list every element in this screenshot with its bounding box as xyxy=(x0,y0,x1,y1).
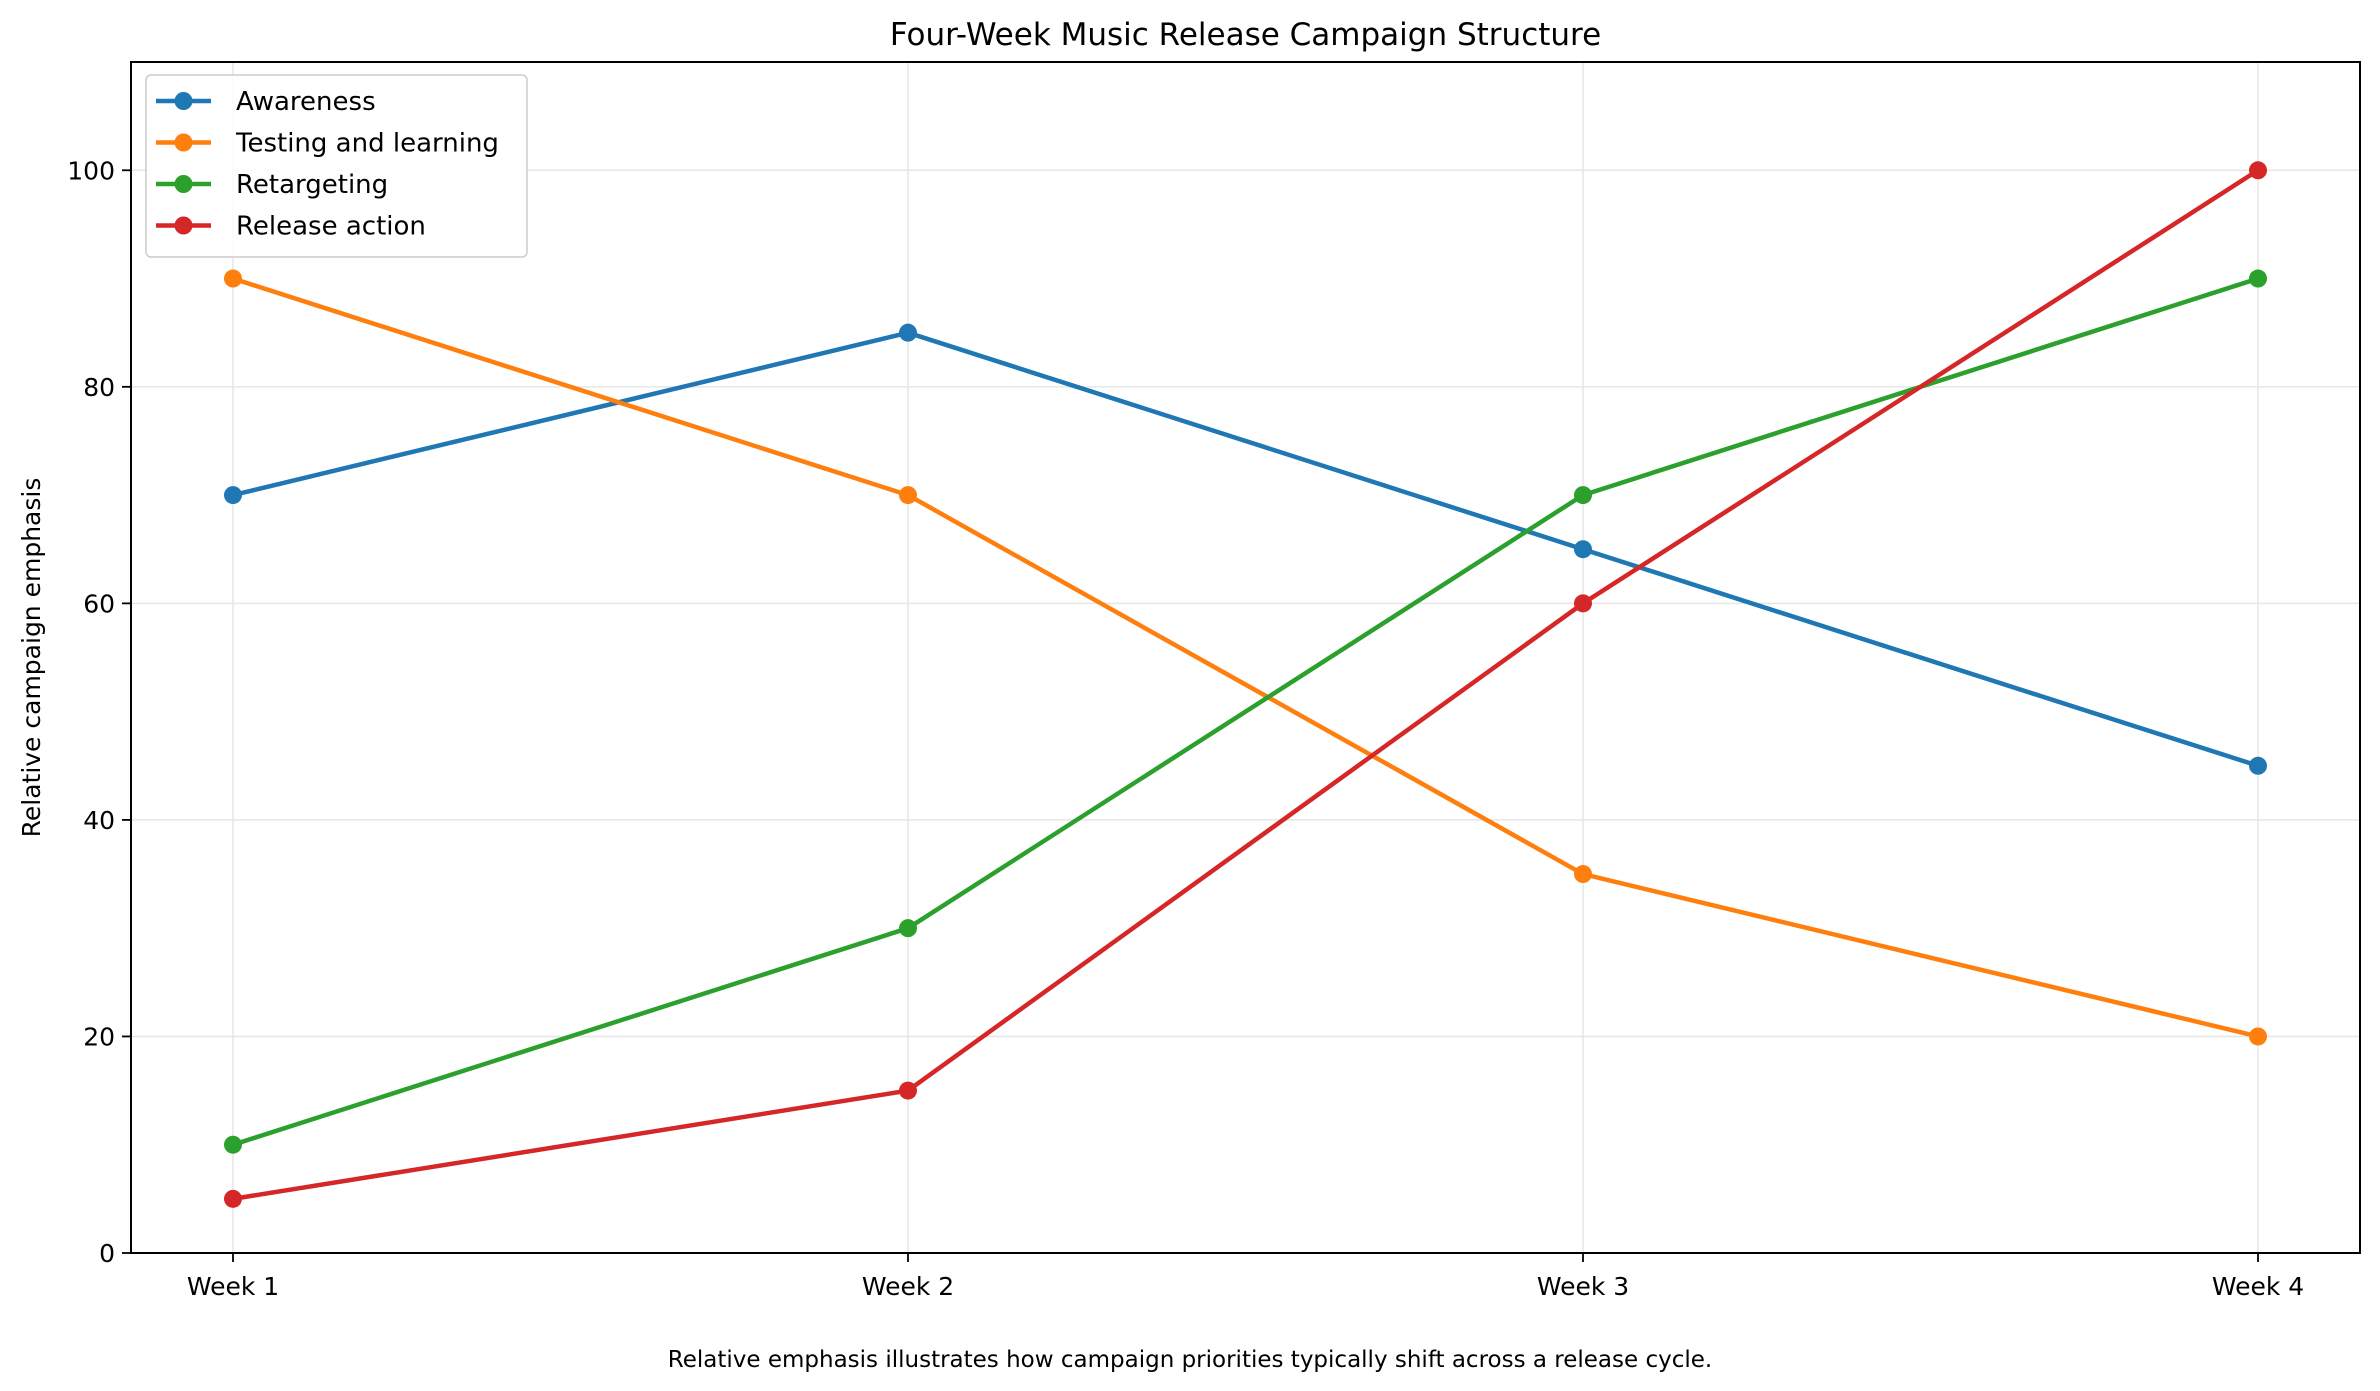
series-line-1 xyxy=(232,276,2259,1039)
y-tick-label-0: 0 xyxy=(99,1239,115,1268)
series-2 xyxy=(224,269,2267,1154)
y-axis: 0 20 40 60 80 100 xyxy=(67,156,131,1268)
legend-swatch-marker-1 xyxy=(174,133,193,152)
data-point-0-2 xyxy=(1574,540,1592,559)
legend-label-3: Release action xyxy=(236,212,426,242)
data-point-3-1 xyxy=(899,1081,917,1100)
chart-caption: Relative emphasis illustrates how campai… xyxy=(668,1347,1712,1373)
legend-entry-2: Retargeting xyxy=(156,170,388,200)
data-point-3-2 xyxy=(1574,594,1592,613)
legend-entry-0: Awareness xyxy=(156,87,376,117)
x-tick-label-2: Week 3 xyxy=(1537,1272,1629,1301)
legend-swatch-marker-0 xyxy=(174,92,193,110)
y-tick-label-4: 80 xyxy=(83,373,115,402)
data-point-3-3 xyxy=(2249,161,2267,180)
legend-entry-1: Testing and learning xyxy=(156,129,499,159)
data-point-0-3 xyxy=(2249,756,2267,775)
series-0 xyxy=(224,323,2267,775)
series-line-2 xyxy=(232,276,2259,1147)
legend-swatch-marker-2 xyxy=(174,175,193,193)
series-line-3 xyxy=(232,168,2260,1202)
x-tick-label-1: Week 2 xyxy=(862,1272,954,1301)
legend-label-1: Testing and learning xyxy=(235,129,499,159)
data-point-0-0 xyxy=(224,486,242,505)
data-point-1-1 xyxy=(899,486,917,505)
series-line-0 xyxy=(232,330,2259,768)
legend-entry-3: Release action xyxy=(156,212,426,242)
series-lines xyxy=(224,161,2267,1208)
data-point-2-3 xyxy=(2249,269,2267,288)
y-tick-label-2: 40 xyxy=(83,806,115,835)
legend-label-0: Awareness xyxy=(236,87,376,117)
data-point-3-0 xyxy=(224,1189,242,1208)
x-tick-label-0: Week 1 xyxy=(187,1272,279,1301)
data-point-1-2 xyxy=(1574,865,1592,884)
data-point-1-0 xyxy=(224,269,242,288)
data-point-1-3 xyxy=(2249,1027,2267,1046)
data-point-2-0 xyxy=(224,1135,242,1154)
chart-title: Four-Week Music Release Campaign Structu… xyxy=(890,17,1601,53)
legend-box xyxy=(145,74,528,258)
plot-area-frame xyxy=(130,61,2361,1254)
legend-swatch-marker-3 xyxy=(174,216,193,235)
data-point-2-2 xyxy=(1574,486,1592,505)
y-tick-label-3: 60 xyxy=(83,589,115,618)
legend-label-2: Retargeting xyxy=(236,170,388,200)
x-tick-label-3: Week 4 xyxy=(2212,1272,2304,1301)
data-point-0-1 xyxy=(899,323,917,342)
x-axis: Week 1 Week 2 Week 3 Week 4 xyxy=(187,1253,2304,1301)
y-tick-label-5: 100 xyxy=(67,156,115,185)
series-3 xyxy=(224,161,2267,1208)
y-axis-label: Relative campaign emphasis xyxy=(17,478,46,838)
legend: Awareness Testing and learning Retargeting… xyxy=(145,74,528,258)
data-point-2-1 xyxy=(899,919,917,938)
y-tick-label-1: 20 xyxy=(83,1022,115,1051)
series-1 xyxy=(224,269,2267,1046)
